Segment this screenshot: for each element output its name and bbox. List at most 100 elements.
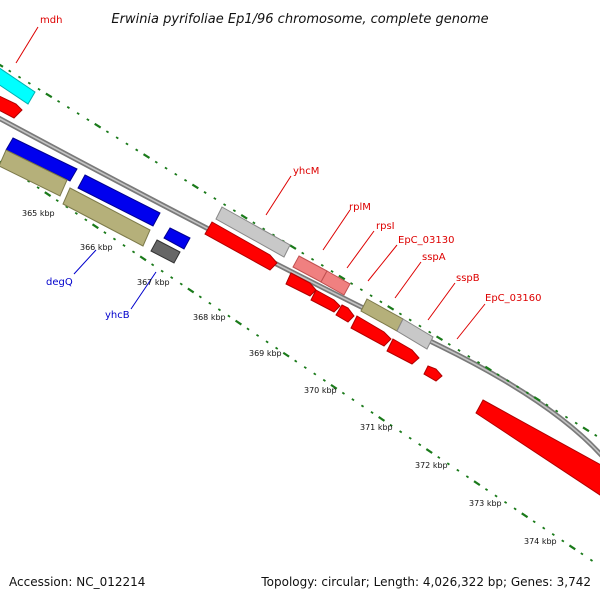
tick-mark	[55, 199, 59, 203]
scale-label: 365 kbp	[22, 209, 55, 218]
label-yhcB[interactable]: yhcB	[105, 310, 130, 321]
tick-mark	[467, 354, 471, 358]
tick-mark	[74, 211, 78, 215]
label-sspB[interactable]: sspB	[456, 273, 480, 284]
gene-blue-1[interactable]	[5, 137, 78, 182]
tick-mark	[322, 378, 326, 382]
tick-mark	[580, 552, 584, 556]
tick-mark	[545, 403, 549, 407]
gene-yhcB[interactable]	[150, 239, 181, 264]
tick-mark	[506, 379, 510, 383]
tick-mark	[359, 288, 363, 292]
tick-mark	[294, 359, 298, 363]
tick-mark	[532, 520, 536, 524]
gene-EpC_03160[interactable]	[475, 399, 600, 497]
label-EpC_03130[interactable]: EpC_03130	[398, 235, 454, 246]
tick-mark	[135, 148, 139, 152]
tick-mark	[428, 330, 432, 334]
tick-mark	[105, 130, 110, 134]
tick-mark	[94, 122, 102, 129]
gene-blue-2[interactable]	[77, 174, 161, 227]
tick-mark	[103, 231, 107, 235]
tick-mark	[465, 475, 469, 479]
tick-mark	[594, 433, 598, 437]
tick-mark	[57, 99, 61, 103]
tick-mark	[271, 233, 276, 237]
tick-mark	[246, 327, 250, 331]
tick-mark	[350, 282, 354, 286]
tick-mark	[351, 398, 355, 402]
gene-red-5[interactable]	[335, 304, 355, 323]
scale-label: 368 kbp	[193, 313, 226, 322]
label-rplM[interactable]: rplM	[349, 202, 371, 213]
tick-mark	[338, 274, 346, 281]
gene-red-3[interactable]	[285, 272, 317, 297]
tick-mark	[473, 480, 481, 487]
tick-mark	[0, 63, 4, 68]
gene-degQ-2[interactable]	[62, 187, 151, 247]
scale-labels: 365 kbp 366 kbp 367 kbp 368 kbp 369 kbp …	[22, 209, 557, 546]
scale-label: 367 kbp	[137, 278, 170, 287]
label-sspA[interactable]: sspA	[422, 252, 446, 263]
scale-label: 370 kbp	[304, 386, 337, 395]
tick-mark	[582, 426, 590, 433]
tick-mark	[303, 366, 307, 370]
scale-label: 373 kbp	[469, 499, 502, 508]
tick-mark	[174, 172, 178, 176]
tick-mark	[65, 205, 69, 209]
tick-mark	[555, 409, 559, 413]
gene-blue-3[interactable]	[163, 227, 191, 250]
label-yhcM[interactable]: yhcM	[293, 166, 319, 177]
tick-mark	[484, 488, 489, 492]
tick-mark	[533, 396, 541, 402]
gene-red-1[interactable]	[0, 94, 23, 119]
tick-mark	[84, 218, 88, 222]
tick-mark	[425, 448, 433, 454]
gene-red-7[interactable]	[386, 338, 420, 365]
gene-red-6[interactable]	[350, 315, 392, 347]
tick-mark	[456, 468, 460, 472]
gene-sspB[interactable]	[423, 365, 443, 382]
scale-label: 374 kbp	[524, 537, 557, 546]
gene-red-2[interactable]	[204, 221, 278, 271]
tick-mark	[36, 186, 40, 190]
tick-mark	[262, 227, 266, 231]
tick-mark	[521, 512, 529, 519]
tick-mark	[399, 430, 403, 434]
tick-mark	[265, 340, 269, 344]
gene-yhcM[interactable]	[215, 206, 291, 258]
label-EpC_03160[interactable]: EpC_03160	[485, 293, 541, 304]
gene-red-4[interactable]	[310, 289, 341, 313]
tick-mark	[589, 558, 594, 562]
tick-mark	[437, 455, 441, 459]
gene-rpsI[interactable]	[320, 270, 351, 296]
tick-mark	[91, 223, 99, 230]
tick-mark	[457, 348, 461, 352]
tick-mark	[208, 301, 212, 305]
tick-mark	[183, 178, 188, 182]
tick-mark	[154, 160, 158, 164]
tick-mark	[418, 443, 422, 447]
gene-labels: mdh yhcM rplM rpsI EpC_03130 sspA sspB E…	[40, 15, 541, 321]
label-rpsI[interactable]: rpsI	[376, 221, 395, 232]
topology-text: Topology: circular; Length: 4,026,322 bp…	[260, 575, 591, 589]
scale-label: 372 kbp	[415, 461, 448, 470]
tick-mark	[341, 391, 345, 395]
tick-mark	[187, 287, 195, 294]
tick-mark	[170, 276, 174, 280]
gene-sspA[interactable]	[396, 318, 434, 350]
tick-mark	[289, 244, 297, 250]
tick-mark	[369, 294, 373, 298]
tick-mark	[142, 153, 151, 159]
gene-degQ-1[interactable]	[0, 149, 68, 197]
scale-label: 371 kbp	[360, 423, 393, 432]
gene-mdh[interactable]	[0, 65, 36, 105]
tick-mark	[203, 191, 207, 194]
label-degQ[interactable]: degQ	[46, 277, 73, 288]
label-mdh[interactable]: mdh	[40, 15, 62, 26]
tick-mark	[45, 92, 53, 99]
tick-mark	[227, 314, 231, 318]
tick-mark	[234, 319, 242, 326]
tick-mark	[125, 142, 129, 146]
